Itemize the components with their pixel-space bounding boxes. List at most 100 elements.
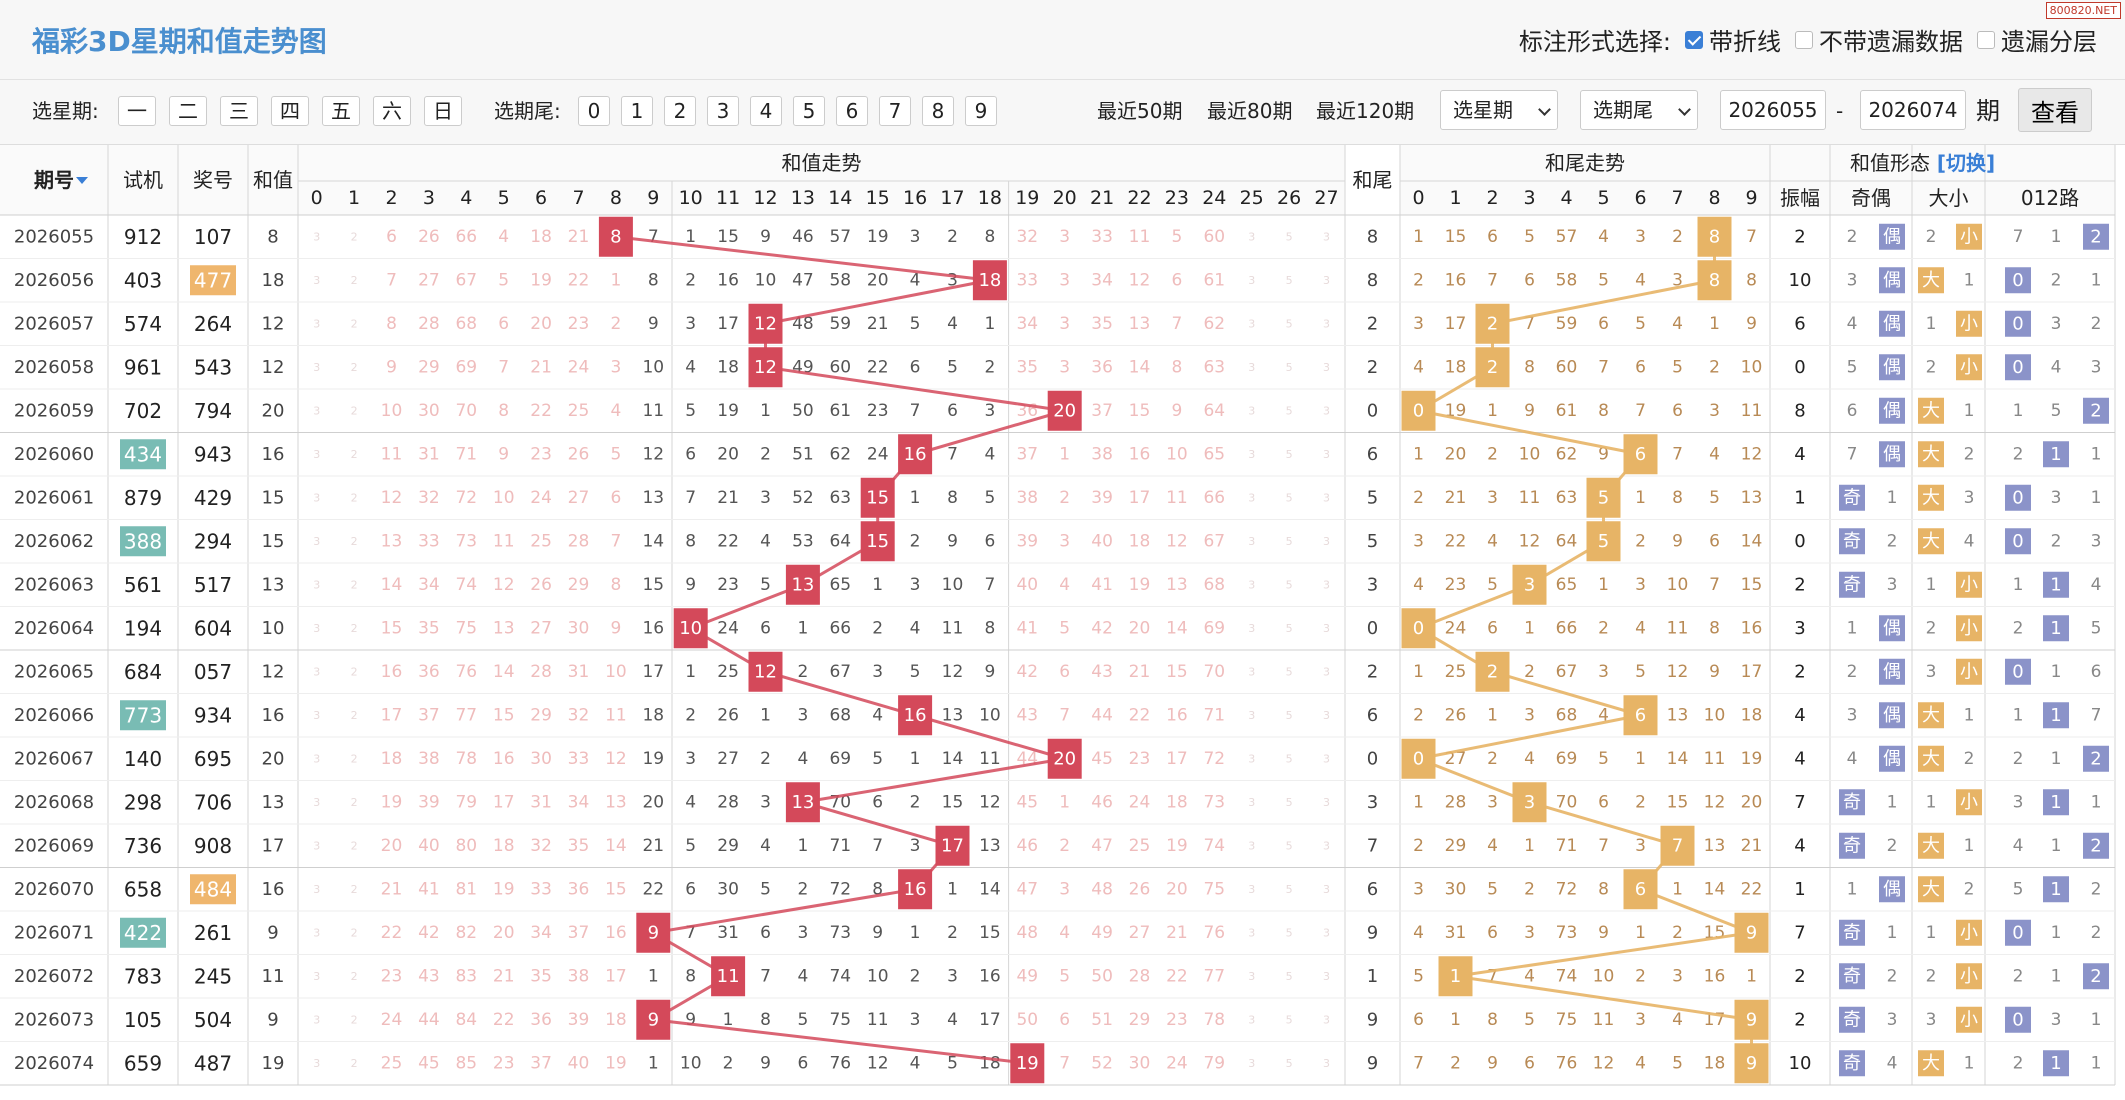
sum-miss-value: 3 bbox=[1323, 796, 1330, 809]
sum-miss-value: 3 bbox=[1323, 361, 1330, 374]
sum-miss-value: 15 bbox=[717, 227, 739, 247]
weekday-button-wed[interactable]: 三 bbox=[220, 96, 258, 126]
tail-hit-cell bbox=[1401, 608, 1436, 649]
odd-label: 奇 bbox=[1843, 835, 1861, 856]
weekday-button-thu[interactable]: 四 bbox=[271, 96, 309, 126]
trial-number: 561 bbox=[124, 573, 162, 597]
route-miss: 1 bbox=[2051, 836, 2062, 856]
tail-select-value: 选期尾 bbox=[1593, 98, 1653, 122]
tail-hit-value: 8 bbox=[1709, 226, 1720, 247]
tail-button-9[interactable]: 9 bbox=[965, 96, 997, 126]
sum-miss-value: 6 bbox=[947, 401, 958, 421]
route-label: 0 bbox=[2012, 531, 2023, 552]
odd-label: 奇 bbox=[1843, 792, 1861, 813]
search-button[interactable]: 查看 bbox=[2018, 88, 2092, 132]
prize-highlight bbox=[190, 874, 236, 905]
tail-select[interactable]: 选期尾 bbox=[1580, 90, 1698, 130]
odd-badge bbox=[1839, 484, 1865, 511]
tail-miss-value: 15 bbox=[1445, 227, 1467, 247]
amplitude-value: 4 bbox=[1794, 748, 1805, 769]
sum-miss-value: 30 bbox=[568, 618, 590, 638]
tail-column-header: 2 bbox=[1486, 187, 1498, 209]
odd-badge bbox=[1839, 528, 1865, 555]
weekday-select[interactable]: 选星期 bbox=[1440, 90, 1558, 130]
recent-50-link[interactable]: 最近50期 bbox=[1097, 99, 1183, 123]
sum-hit-cell bbox=[711, 956, 746, 997]
big-badge bbox=[1918, 876, 1944, 903]
sum-miss-value: 33 bbox=[1091, 227, 1113, 247]
checkbox-checked-icon[interactable] bbox=[1685, 30, 1703, 49]
option-polyline[interactable]: 带折线 bbox=[1685, 22, 1781, 57]
tail-button-1[interactable]: 1 bbox=[621, 96, 653, 126]
sum-miss-value: 8 bbox=[947, 488, 958, 508]
period-unit-label: 期 bbox=[1976, 97, 2000, 125]
big-label: 大 bbox=[1922, 270, 1940, 291]
sum-miss-value: 5 bbox=[1059, 966, 1070, 986]
even-label: 偶 bbox=[1883, 748, 1901, 769]
sum-miss-value: 3 bbox=[313, 970, 320, 983]
tail-miss-value: 5 bbox=[1709, 488, 1720, 508]
route-miss: 4 bbox=[2091, 575, 2102, 595]
recent-120-link[interactable]: 最近120期 bbox=[1316, 99, 1415, 123]
tail-button-8[interactable]: 8 bbox=[922, 96, 954, 126]
option-miss-layers[interactable]: 遗漏分层 bbox=[1977, 22, 2097, 57]
start-period-input[interactable] bbox=[1720, 90, 1826, 130]
weekday-button-fri[interactable]: 五 bbox=[322, 96, 360, 126]
option-no-miss-data[interactable]: 不带遗漏数据 bbox=[1795, 22, 1963, 57]
sum-miss-value: 10 bbox=[979, 705, 1001, 725]
sum-miss-value: 81 bbox=[455, 879, 477, 899]
tail-hit-value: 3 bbox=[1524, 792, 1535, 813]
checkbox-unchecked-icon[interactable] bbox=[1977, 30, 1995, 49]
tail-button-3[interactable]: 3 bbox=[707, 96, 739, 126]
tail-button-7[interactable]: 7 bbox=[879, 96, 911, 126]
sum-miss-value: 21 bbox=[867, 314, 889, 334]
sum-miss-value: 22 bbox=[568, 270, 590, 290]
tail-button-0[interactable]: 0 bbox=[578, 96, 610, 126]
sum-miss-value: 27 bbox=[530, 618, 552, 638]
sum-miss-value: 8 bbox=[386, 314, 397, 334]
route-label: 2 bbox=[2090, 748, 2101, 769]
amplitude-value: 10 bbox=[1789, 1053, 1812, 1074]
sum-miss-value: 13 bbox=[493, 618, 515, 638]
tail-miss-value: 60 bbox=[1556, 357, 1578, 377]
sum-miss-value: 16 bbox=[1166, 705, 1188, 725]
tail-miss-value: 6 bbox=[1635, 357, 1646, 377]
sort-down-icon[interactable] bbox=[76, 177, 88, 184]
sum-miss-value: 5 bbox=[1286, 404, 1293, 417]
sum-miss-value: 5 bbox=[1171, 227, 1182, 247]
weekday-button-tue[interactable]: 二 bbox=[169, 96, 207, 126]
sum-hit-value: 10 bbox=[679, 618, 702, 639]
small-badge bbox=[1956, 571, 1982, 598]
odd-even-miss: 2 bbox=[1887, 836, 1898, 856]
sum-miss-value: 73 bbox=[1203, 792, 1225, 812]
sum-miss-value: 44 bbox=[418, 1010, 440, 1030]
recent-80-link[interactable]: 最近80期 bbox=[1207, 99, 1293, 123]
sum-hit-value: 19 bbox=[1016, 1053, 1039, 1074]
checkbox-unchecked-icon[interactable] bbox=[1795, 30, 1813, 49]
trial-number: 773 bbox=[124, 703, 162, 727]
odd-even-miss: 4 bbox=[1847, 314, 1858, 334]
end-period-input[interactable] bbox=[1860, 90, 1966, 130]
route-miss: 1 bbox=[2051, 749, 2062, 769]
big-small-miss: 1 bbox=[1964, 836, 1975, 856]
sum-miss-value: 14 bbox=[381, 575, 403, 595]
amplitude-value: 0 bbox=[1794, 357, 1805, 378]
tail-miss-value: 5 bbox=[1598, 270, 1609, 290]
tail-button-4[interactable]: 4 bbox=[750, 96, 782, 126]
weekday-button-mon[interactable]: 一 bbox=[118, 96, 156, 126]
route-miss: 2 bbox=[2013, 749, 2024, 769]
sum-miss-value: 28 bbox=[568, 531, 590, 551]
tail-button-6[interactable]: 6 bbox=[836, 96, 868, 126]
tail-miss-value: 19 bbox=[1741, 749, 1763, 769]
switch-link[interactable]: [切换] bbox=[1937, 151, 1995, 175]
tail-button-5[interactable]: 5 bbox=[793, 96, 825, 126]
tail-button-2[interactable]: 2 bbox=[664, 96, 696, 126]
sum-miss-value: 1 bbox=[1059, 444, 1070, 464]
route-label: 1 bbox=[2050, 792, 2061, 813]
tail-miss-value: 71 bbox=[1556, 836, 1578, 856]
sum-miss-value: 61 bbox=[829, 401, 851, 421]
prize-number: 477 bbox=[194, 268, 232, 292]
weekday-button-sun[interactable]: 日 bbox=[424, 96, 462, 126]
even-label: 偶 bbox=[1883, 270, 1901, 291]
weekday-button-sat[interactable]: 六 bbox=[373, 96, 411, 126]
